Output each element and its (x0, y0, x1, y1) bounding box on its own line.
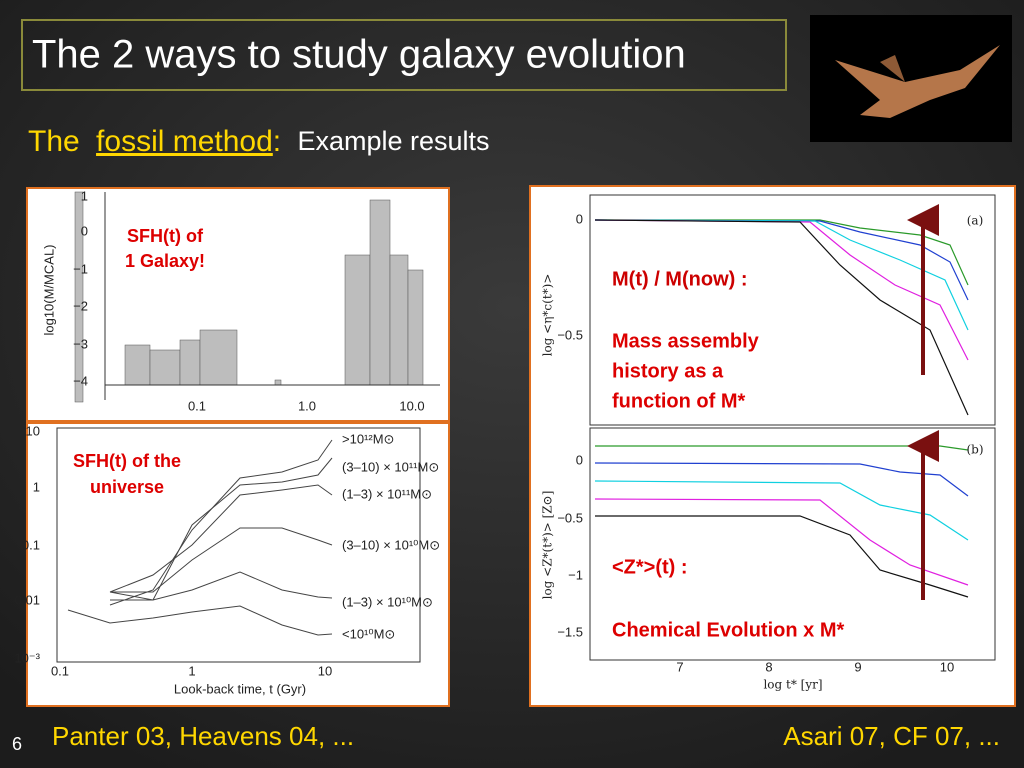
x-tick-label: 7 (676, 659, 683, 674)
annotation: universe (90, 477, 164, 497)
legend-label: <10¹⁰M⊙ (342, 626, 395, 641)
y-axis-label: log10(M/MCAL) (41, 244, 56, 335)
x-tick-label: 0.1 (51, 663, 69, 678)
pterodactyl-image (810, 15, 1012, 142)
y-tick-label: 0.1 (22, 537, 40, 552)
x-tick-label: 0.1 (188, 398, 206, 413)
x-tick-label: 1 (188, 663, 195, 678)
title: The 2 ways to study galaxy evolution (32, 33, 686, 77)
y-tick-label: −3 (73, 336, 88, 351)
y-tick-label: −0.5 (557, 327, 583, 342)
footer-citation: Asari 07, CF 07, ... (783, 721, 1000, 751)
axis-frame (56, 427, 421, 663)
legend-label: (1–3) × 10¹⁰M⊙ (342, 594, 433, 609)
footer-citation: Panter 03, Heavens 04, ... (52, 721, 354, 751)
annotation: Chemical Evolution x M* (612, 619, 844, 641)
y-tick-label: −0.5 (557, 510, 583, 525)
y-tick-label: 1 (33, 479, 40, 494)
annotation: M(t) / M(now) : (612, 268, 748, 290)
y-tick-label: 0 (81, 223, 88, 238)
curves (67, 439, 333, 636)
axis-frame (589, 194, 996, 426)
annotation: <Z*>(t) : (612, 556, 688, 578)
panel-tag: (b) (966, 443, 983, 457)
annotation: 1 Galaxy! (125, 251, 205, 271)
panel-tag: (a) (967, 214, 984, 228)
x-axis-label: log t* [yr] (763, 678, 822, 692)
histogram (74, 191, 424, 403)
y-tick-label: 0 (576, 452, 583, 467)
x-tick-label: 10 (318, 663, 332, 678)
subtitle-link: fossil method (96, 125, 273, 158)
subtitle-colon: : (273, 125, 281, 158)
y-tick-label: 10 (26, 423, 40, 438)
x-tick-label: 10 (940, 659, 954, 674)
y-tick-label: 1 (81, 188, 88, 203)
x-tick-label: 8 (765, 659, 772, 674)
curves-a (594, 219, 969, 416)
annotation: history as a (612, 360, 724, 382)
x-axis-label: Look-back time, t (Gyr) (174, 681, 306, 696)
y-tick-label: −1 (568, 567, 583, 582)
panel-frame (26, 422, 450, 707)
subtitle: The fossil method: Example results (28, 125, 490, 158)
x-tick-label: 10.0 (399, 398, 424, 413)
x-tick-label: 9 (854, 659, 861, 674)
y-tick-label: −1.5 (557, 624, 583, 639)
y-axis-label: log <η*c(t*)> (541, 274, 555, 357)
legend-label: (1–3) × 10¹¹M⊙ (342, 486, 432, 501)
x-tick-label: 1.0 (298, 398, 316, 413)
y-tick-label: 0.01 (15, 592, 40, 607)
annotation: Mass assembly (612, 330, 760, 352)
legend-label: (3–10) × 10¹¹M⊙ (342, 459, 439, 474)
annotation: function of M* (612, 390, 746, 412)
y-tick-label: −4 (73, 373, 88, 388)
annotation: SFH(t) of the (73, 451, 181, 471)
y-axis-label: log <Z*(t*)> [Z⊙] (541, 491, 555, 600)
legend-label: (3–10) × 10¹⁰M⊙ (342, 537, 440, 552)
y-tick-label: 10⁻³ (14, 650, 40, 665)
annotation: SFH(t) of (127, 226, 204, 246)
axis-frame (589, 427, 996, 661)
legend-label: >10¹²M⊙ (342, 431, 394, 446)
curves-b (594, 445, 969, 598)
y-tick-label: −1 (73, 261, 88, 276)
title-box (21, 19, 787, 91)
y-tick-label: −2 (73, 298, 88, 313)
subtitle-rest: Example results (297, 126, 489, 156)
subtitle-lead: The (28, 125, 80, 158)
y-tick-label: 0 (576, 211, 583, 226)
slide-number: 6 (12, 734, 22, 754)
